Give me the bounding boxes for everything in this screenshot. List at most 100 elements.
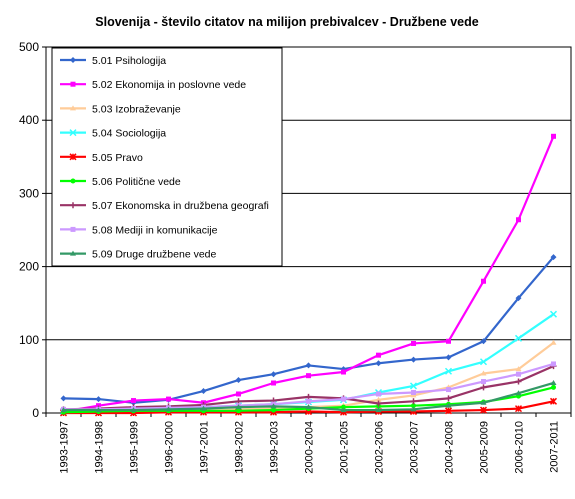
- data-point: [376, 391, 381, 397]
- data-point: [514, 334, 523, 342]
- y-tick-label: 400: [19, 113, 39, 127]
- x-tick-label: 2007-2011: [549, 421, 561, 473]
- data-point: [131, 398, 136, 404]
- legend-marker: [69, 129, 77, 137]
- legend-label: 5.08 Mediji in komunikacije: [92, 224, 218, 236]
- legend-label: 5.06 Politične vede: [92, 176, 181, 188]
- data-point: [444, 407, 453, 415]
- data-point: [305, 362, 312, 369]
- data-point: [446, 387, 451, 393]
- legend-marker: [70, 250, 76, 256]
- legend-marker: [69, 153, 77, 161]
- data-point: [444, 367, 453, 375]
- data-point: [480, 370, 487, 376]
- x-tick-label: 2006-2010: [514, 421, 526, 474]
- data-point: [271, 380, 276, 386]
- data-point: [165, 406, 172, 412]
- x-tick-label: 1999-2003: [269, 421, 281, 474]
- x-tick-label: 1993-1997: [59, 421, 71, 474]
- legend-marker: [70, 57, 76, 63]
- x-tick-label: 2001-2005: [339, 421, 351, 474]
- legend-label: 5.01 Psihologija: [92, 55, 166, 67]
- series-1: [60, 254, 557, 406]
- y-axis: 0 100 200 300 400 500: [19, 40, 46, 420]
- legend-label: 5.05 Pravo: [92, 152, 143, 164]
- y-tick-label: 100: [19, 333, 39, 347]
- series-line: [63, 256, 555, 404]
- data-point: [60, 407, 67, 413]
- data-point: [200, 405, 207, 411]
- data-point: [375, 396, 382, 402]
- legend-label: 5.09 Druge družbene vede: [92, 249, 216, 261]
- data-point: [479, 406, 488, 414]
- legend-item: 5.09 Druge družbene vede: [60, 249, 216, 261]
- x-tick-label: 2005-2009: [479, 421, 491, 474]
- data-point: [515, 366, 522, 372]
- legend-label: 5.04 Sociologija: [92, 128, 166, 140]
- series-9: [60, 379, 557, 413]
- y-tick-label: 0: [32, 406, 39, 420]
- data-point: [480, 384, 487, 391]
- legend-label: 5.02 Ekonomija in poslovne vede: [92, 79, 246, 91]
- data-point: [550, 254, 557, 261]
- legend-item: 5.07 Ekonomska in družbena geografi: [60, 200, 269, 212]
- data-point: [95, 407, 102, 413]
- x-axis: 1993-1997 1994-1998 1995-1999 1996-2000 1997…: [45, 413, 572, 474]
- data-point: [60, 395, 67, 402]
- data-point: [235, 404, 242, 410]
- x-tick-label: 2002-2006: [374, 421, 386, 474]
- y-tick-label: 500: [19, 40, 39, 54]
- data-point: [411, 340, 416, 346]
- legend-label: 5.03 Izobraževanje: [92, 103, 181, 115]
- data-point: [515, 378, 522, 385]
- data-point: [306, 373, 311, 379]
- data-point: [411, 390, 416, 396]
- data-point: [515, 390, 522, 396]
- data-point: [410, 356, 417, 363]
- data-point: [411, 403, 416, 409]
- legend-item: 5.02 Ekonomija in poslovne vede: [60, 79, 246, 91]
- x-tick-label: 1996-2000: [164, 421, 176, 474]
- data-point: [236, 391, 241, 397]
- x-tick-label: 2003-2007: [409, 421, 421, 474]
- data-point: [375, 407, 382, 413]
- x-tick-label: 2004-2008: [444, 421, 456, 474]
- data-point: [130, 407, 137, 413]
- data-point: [340, 407, 347, 413]
- legend-marker: [70, 81, 76, 87]
- data-point: [341, 396, 346, 402]
- data-point: [445, 402, 452, 408]
- data-point: [514, 405, 523, 413]
- data-point: [375, 400, 382, 407]
- x-tick-label: 1997-2001: [199, 421, 211, 474]
- data-point: [551, 133, 556, 139]
- data-point: [480, 338, 487, 345]
- legend-item: 5.06 Politične vede: [60, 176, 181, 188]
- data-point: [481, 379, 486, 385]
- data-point: [550, 339, 557, 345]
- data-point: [270, 371, 277, 378]
- legend-marker: [70, 226, 76, 232]
- data-point: [551, 384, 556, 390]
- legend-item: 5.08 Mediji in komunikacije: [60, 224, 218, 236]
- data-point: [409, 382, 418, 390]
- y-tick-label: 300: [19, 186, 39, 200]
- data-point: [516, 371, 521, 377]
- data-point: [480, 399, 487, 405]
- legend-item: 5.03 Izobraževanje: [60, 103, 181, 115]
- legend-item: 5.01 Psihologija: [60, 55, 166, 67]
- data-point: [479, 358, 488, 366]
- data-point: [95, 396, 102, 403]
- legend-label: 5.07 Ekonomska in družbena geografi: [92, 200, 269, 212]
- data-point: [410, 406, 417, 412]
- data-point: [166, 396, 171, 402]
- data-point: [200, 388, 207, 395]
- x-tick-label: 1994-1998: [94, 421, 106, 474]
- legend-item: 5.04 Sociologija: [60, 128, 166, 140]
- x-tick-label: 1998-2002: [234, 421, 246, 474]
- legend-marker: [70, 178, 76, 184]
- data-point: [516, 217, 521, 223]
- data-point: [549, 310, 558, 318]
- data-point: [306, 398, 311, 404]
